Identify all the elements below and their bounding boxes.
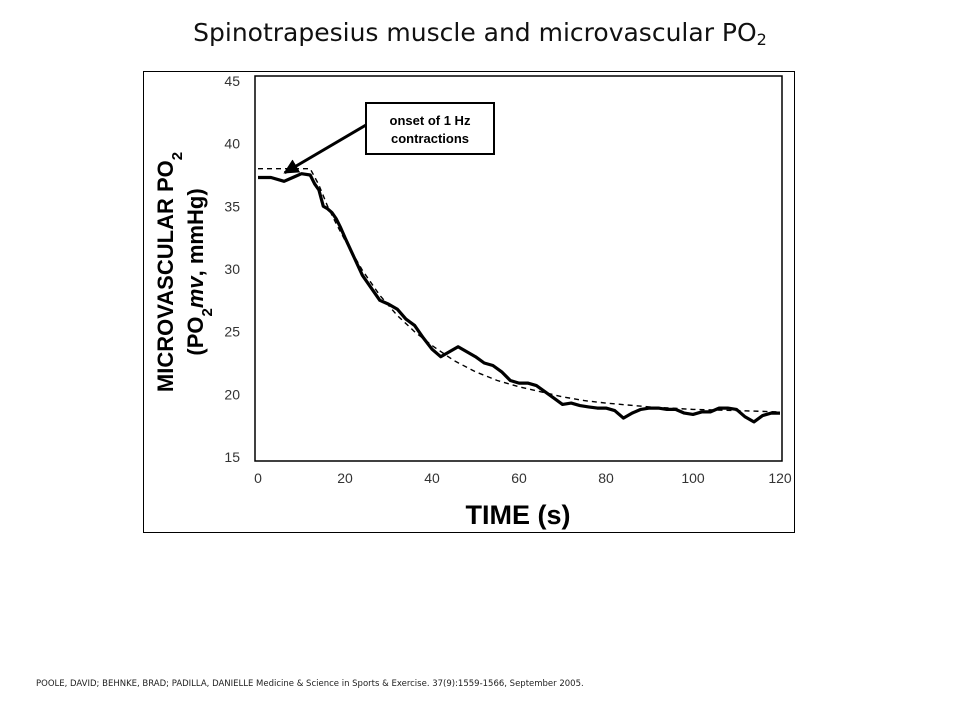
y-axis-label-line2-italic: mv [183, 275, 208, 309]
y-axis-label-line1: MICROVASCULAR PO [153, 160, 178, 392]
x-tick-label: 60 [511, 470, 527, 486]
y-axis-label-line2-open: (PO [183, 317, 208, 356]
y-tick-label: 15 [224, 449, 240, 465]
plot-area [254, 75, 783, 462]
slide-title: Spinotrapesius muscle and microvascular … [0, 18, 960, 49]
y-tick-label: 45 [224, 73, 240, 89]
slide-title-text: Spinotrapesius muscle and microvascular … [193, 18, 757, 47]
x-tick-label: 0 [254, 470, 262, 486]
svg-text:(PO2mv, mmHg): (PO2mv, mmHg) [183, 188, 216, 355]
x-tick-label: 80 [598, 470, 614, 486]
y-axis-label-line2-sub: 2 [199, 308, 216, 316]
series-layer [258, 167, 781, 424]
annotation-line1: onset of 1 Hz [390, 113, 471, 128]
y-axis-label-line2-close: , mmHg) [183, 188, 208, 276]
y-tick-label: 20 [224, 386, 240, 402]
y-tick-labels: 15 20 25 30 35 40 45 [224, 73, 240, 465]
y-tick-label: 40 [224, 136, 240, 152]
x-tick-labels: 0 20 40 60 80 100 120 [254, 470, 792, 486]
citation: POOLE, DAVID; BEHNKE, BRAD; PADILLA, DAN… [36, 679, 584, 689]
fit-curve-dashed [258, 167, 781, 413]
x-tick-label: 40 [424, 470, 440, 486]
slide-title-subscript: 2 [756, 30, 767, 49]
x-axis-label: TIME (s) [466, 500, 571, 530]
annotation-box [365, 102, 495, 155]
annotation-line2: contractions [391, 131, 469, 146]
y-axis-label-line1-sub: 2 [169, 152, 186, 160]
annotation-arrow [283, 123, 367, 175]
x-tick-label: 20 [337, 470, 353, 486]
y-axis-label: MICROVASCULAR PO2 (PO2mv, mmHg) [153, 152, 216, 392]
y-tick-label: 25 [224, 324, 240, 340]
x-tick-label: 100 [681, 470, 705, 486]
y-tick-label: 30 [224, 261, 240, 277]
x-tick-label: 120 [768, 470, 792, 486]
y-tick-label: 35 [224, 198, 240, 214]
chart-frame: 15 20 25 30 35 40 45 0 20 40 60 80 100 120 MICROVASC… [143, 71, 795, 533]
chart-svg: 15 20 25 30 35 40 45 0 20 40 60 80 100 120 MICROVASC… [153, 73, 792, 530]
svg-text:MICROVASCULAR PO2: MICROVASCULAR PO2 [153, 152, 186, 392]
data-line-solid [258, 172, 780, 424]
